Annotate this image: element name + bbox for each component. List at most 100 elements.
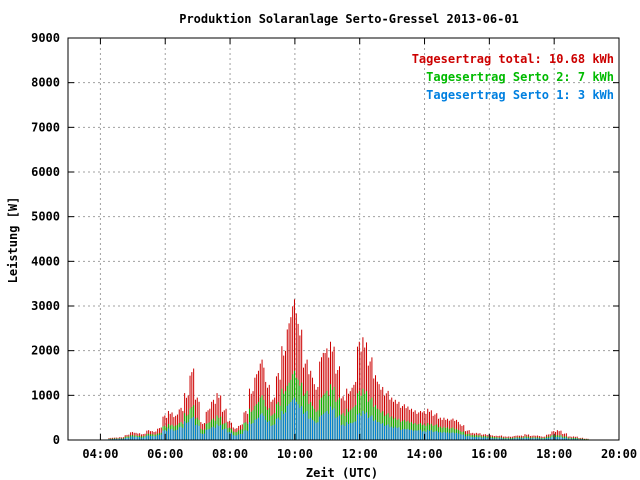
bar	[486, 437, 488, 440]
bar	[349, 423, 351, 440]
bar	[270, 425, 272, 440]
bar	[432, 431, 434, 440]
bar	[436, 431, 438, 440]
bar	[162, 430, 164, 440]
bar	[493, 438, 495, 440]
chart-title: Produktion Solaranlage Serto-Gressel 201…	[179, 12, 519, 26]
bar	[221, 429, 223, 440]
bar	[135, 436, 137, 440]
bar	[526, 437, 528, 440]
bar	[531, 438, 533, 440]
bar	[227, 432, 229, 440]
y-tick-label: 9000	[31, 31, 60, 45]
bar	[313, 421, 315, 440]
bar	[538, 438, 540, 440]
bar	[547, 437, 549, 440]
bar	[261, 413, 263, 440]
bar	[394, 426, 396, 440]
bar	[398, 427, 400, 440]
bar	[405, 429, 407, 440]
bar	[133, 436, 135, 440]
bar	[173, 430, 175, 440]
bar	[128, 437, 130, 440]
bar	[369, 416, 371, 440]
bar	[452, 432, 454, 440]
bar	[292, 399, 294, 440]
bar	[474, 437, 476, 440]
bar	[558, 437, 560, 440]
bar	[565, 437, 567, 440]
bar	[207, 429, 209, 440]
bar	[130, 436, 132, 440]
bar	[387, 424, 389, 440]
bar	[218, 425, 220, 440]
bar	[286, 405, 288, 440]
x-tick-label: 12:00	[342, 447, 378, 461]
bar	[306, 410, 308, 440]
legend: Tagesertrag total: 10.68 kWh Tagesertrag …	[412, 52, 614, 102]
bar	[178, 427, 180, 440]
legend-entry: Tagesertrag Serto 1: 3 kWh	[426, 88, 614, 102]
bar	[194, 425, 196, 440]
bar	[560, 437, 562, 440]
bar	[447, 432, 449, 440]
bar	[232, 435, 234, 440]
bar	[465, 436, 467, 440]
bar	[483, 437, 485, 440]
bar	[182, 427, 184, 440]
bar	[340, 425, 342, 440]
bar	[137, 437, 139, 440]
y-tick-label: 6000	[31, 165, 60, 179]
bar	[490, 437, 492, 440]
bar	[522, 438, 524, 440]
bar	[119, 438, 121, 440]
bar	[571, 438, 573, 440]
bar	[189, 375, 191, 440]
bar	[576, 438, 578, 440]
bar	[355, 421, 357, 440]
bar	[362, 410, 364, 440]
bar	[472, 436, 474, 440]
bar	[418, 430, 420, 440]
bar	[567, 438, 569, 440]
x-axis-label: Zeit (UTC)	[306, 466, 378, 480]
bar	[443, 431, 445, 440]
bar	[266, 421, 268, 440]
bar	[339, 415, 340, 440]
bar	[513, 438, 515, 440]
bar	[434, 431, 436, 440]
bar	[515, 438, 517, 440]
bar	[193, 416, 195, 440]
bar	[243, 430, 245, 440]
bar	[367, 417, 369, 440]
bar	[389, 427, 391, 440]
bar	[364, 413, 366, 440]
bar	[250, 423, 252, 440]
bar	[191, 417, 193, 440]
bar	[360, 415, 362, 440]
bar	[155, 436, 157, 440]
bar	[304, 412, 306, 440]
bar	[153, 436, 155, 440]
y-tick-label: 1000	[31, 388, 60, 402]
bar	[380, 423, 382, 440]
bar	[254, 419, 256, 440]
bar	[430, 430, 432, 440]
bar	[382, 423, 384, 440]
bar	[508, 438, 510, 440]
bar	[290, 402, 292, 440]
bar	[191, 372, 193, 440]
bar	[448, 433, 450, 440]
bar	[320, 415, 322, 440]
bar	[281, 410, 283, 440]
bar	[456, 432, 458, 440]
legend-entry: Tagesertrag Serto 2: 7 kWh	[426, 70, 614, 84]
bar	[348, 423, 349, 440]
bar	[475, 436, 477, 440]
bar	[279, 419, 281, 440]
bar	[293, 299, 295, 440]
bar	[140, 437, 142, 440]
bar	[441, 432, 443, 440]
bar	[189, 419, 191, 440]
bar	[263, 415, 265, 440]
